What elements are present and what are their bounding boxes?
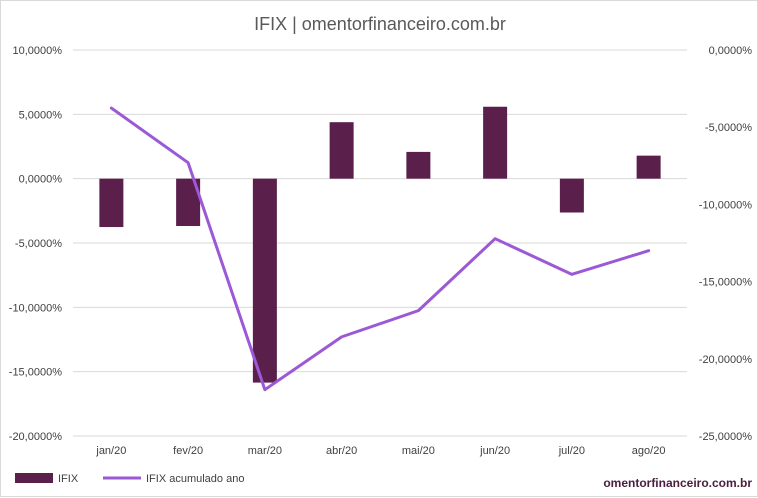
left-tick-label: -15,0000% [9, 367, 62, 379]
legend: IFIX IFIX acumulado ano [15, 473, 244, 485]
right-tick-label: -15,0000% [699, 277, 752, 289]
left-tick-label: 5,0000% [19, 109, 63, 121]
left-tick-label: 10,0000% [12, 45, 62, 57]
x-tick-label: jan/20 [95, 445, 126, 457]
left-y-axis: -20,0000% -15,0000% -10,0000% -5,0000% 0,000… [9, 45, 62, 443]
chart-title: IFIX | omentorfinanceiro.com.br [254, 14, 506, 34]
bar-ago-20 [637, 156, 661, 179]
right-tick-label: -5,0000% [705, 122, 752, 134]
x-tick-label: mai/20 [402, 445, 435, 457]
x-tick-label: mar/20 [248, 445, 282, 457]
watermark: omentorfinanceiro.com.br [603, 476, 752, 490]
left-tick-label: 0,0000% [19, 174, 63, 186]
bar-mai-20 [406, 152, 430, 179]
grid-layer [73, 50, 687, 436]
left-tick-label: -10,0000% [9, 302, 62, 314]
right-tick-label: -25,0000% [699, 431, 752, 443]
right-tick-label: -10,0000% [699, 199, 752, 211]
x-tick-label: jul/20 [558, 445, 585, 457]
bar-jul-20 [560, 179, 584, 213]
bars-layer [99, 107, 660, 383]
bar-jan-20 [99, 179, 123, 227]
legend-swatch-ifix [15, 473, 53, 483]
right-y-axis: -25,0000% -20,0000% -15,0000% -10,0000% -5,0… [699, 45, 752, 443]
bar-abr-20 [330, 122, 354, 178]
bar-jun-20 [483, 107, 507, 179]
right-tick-label: -20,0000% [699, 354, 752, 366]
legend-label-ifix: IFIX [58, 473, 79, 485]
x-axis: jan/20 fev/20 mar/20 abr/20 mai/20 jun/20 jul/… [95, 445, 665, 457]
left-tick-label: -20,0000% [9, 431, 62, 443]
line-layer [111, 108, 648, 390]
line-ifix-acumulado [111, 108, 648, 390]
x-tick-label: ago/20 [632, 445, 666, 457]
x-tick-label: jun/20 [479, 445, 510, 457]
legend-label-acumulado: IFIX acumulado ano [146, 473, 244, 485]
x-tick-label: abr/20 [326, 445, 357, 457]
right-tick-label: 0,0000% [709, 45, 753, 57]
bar-mar-20 [253, 179, 277, 383]
x-tick-label: fev/20 [173, 445, 203, 457]
left-tick-label: -5,0000% [15, 238, 62, 250]
